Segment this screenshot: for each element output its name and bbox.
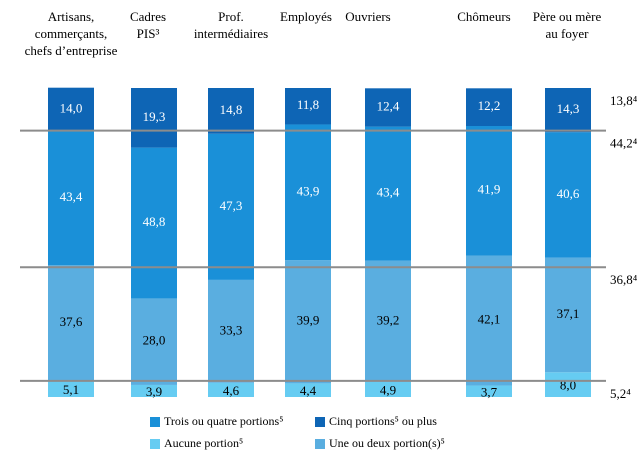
bar-segment bbox=[466, 385, 512, 397]
bar-segment bbox=[208, 279, 254, 383]
legend-label: Cinq portions⁵ ou plus bbox=[329, 414, 437, 428]
legend-swatch bbox=[150, 417, 160, 427]
x-tick-label: Chômeurs bbox=[457, 9, 510, 24]
reference-label: 44,2⁴ bbox=[610, 136, 638, 151]
x-tick-label: PIS³ bbox=[137, 26, 160, 41]
data-label: 43,9 bbox=[297, 183, 320, 198]
x-tick-label: chefs d’entreprise bbox=[25, 43, 118, 58]
legend-label: Aucune portion⁵ bbox=[164, 436, 243, 450]
x-tick-label: Prof. bbox=[218, 9, 244, 24]
legend-swatch bbox=[315, 439, 325, 449]
legend-label: Trois ou quatre portions⁵ bbox=[164, 414, 283, 428]
bar-segment bbox=[466, 88, 512, 127]
data-label: 4,6 bbox=[223, 383, 240, 398]
legend-swatch bbox=[315, 417, 325, 427]
x-tick-label: Employés bbox=[280, 9, 332, 24]
data-label: 43,4 bbox=[377, 185, 400, 200]
legend-swatch bbox=[150, 439, 160, 449]
data-label: 3,7 bbox=[481, 384, 498, 399]
data-label: 14,3 bbox=[557, 101, 580, 116]
bar-segment bbox=[48, 130, 94, 266]
bar-segment bbox=[131, 88, 177, 148]
bar-segment bbox=[285, 383, 331, 397]
data-label: 41,9 bbox=[478, 182, 501, 197]
data-label: 4,4 bbox=[300, 383, 317, 398]
x-tick-label: au foyer bbox=[546, 26, 590, 41]
x-tick-label: Cadres bbox=[130, 9, 166, 24]
bar-segment bbox=[208, 88, 254, 134]
data-label: 42,1 bbox=[478, 312, 501, 327]
data-label: 37,6 bbox=[60, 314, 83, 329]
bar-segment bbox=[365, 260, 411, 382]
bar-segment bbox=[48, 381, 94, 397]
bar-segment bbox=[466, 126, 512, 256]
data-label: 40,6 bbox=[557, 186, 580, 201]
bar-segment bbox=[545, 132, 591, 258]
bar-segment bbox=[131, 147, 177, 299]
data-label: 12,4 bbox=[377, 98, 400, 113]
bar-segment bbox=[208, 382, 254, 397]
bar-segment bbox=[131, 298, 177, 385]
data-label: 47,3 bbox=[220, 198, 243, 213]
data-label: 39,2 bbox=[377, 312, 400, 327]
reference-label: 13,8⁴ bbox=[610, 93, 638, 108]
data-label: 19,3 bbox=[143, 109, 166, 124]
bar-segment bbox=[48, 87, 94, 131]
data-label: 12,2 bbox=[478, 98, 501, 113]
data-label: 48,8 bbox=[143, 214, 166, 229]
reference-label: 36,8⁴ bbox=[610, 272, 638, 287]
data-label: 14,0 bbox=[60, 100, 83, 115]
data-label: 4,9 bbox=[380, 382, 396, 397]
data-label: 14,8 bbox=[220, 102, 243, 117]
data-label: 28,0 bbox=[143, 333, 166, 348]
bar-segment bbox=[545, 88, 591, 133]
bar-segment bbox=[48, 265, 94, 382]
data-label: 11,8 bbox=[297, 97, 319, 112]
x-tick-label: Père ou mère bbox=[533, 9, 602, 24]
data-label: 39,9 bbox=[297, 313, 320, 328]
data-label: 8,0 bbox=[560, 378, 576, 393]
bar-segment bbox=[208, 133, 254, 280]
x-tick-label: Ouvriers bbox=[345, 9, 391, 24]
bar-segment bbox=[365, 126, 411, 261]
bar-segment bbox=[365, 381, 411, 397]
x-tick-label: commerçants, bbox=[35, 26, 108, 41]
data-label: 37,1 bbox=[557, 306, 580, 321]
bar-segment bbox=[466, 255, 512, 386]
bar-segment bbox=[545, 257, 591, 373]
bar-segment bbox=[365, 88, 411, 127]
bar-segment bbox=[285, 88, 331, 125]
data-label: 5,1 bbox=[63, 382, 79, 397]
x-tick-label: intermédiaires bbox=[194, 26, 268, 41]
x-tick-label: Artisans, bbox=[48, 9, 95, 24]
bar-segment bbox=[285, 260, 331, 384]
data-label: 43,4 bbox=[60, 189, 83, 204]
legend-label: Une ou deux portion(s)⁵ bbox=[329, 436, 445, 450]
data-label: 3,9 bbox=[146, 384, 162, 399]
bar-segment bbox=[285, 124, 331, 261]
data-label: 33,3 bbox=[220, 322, 243, 337]
reference-label: 5,2⁴ bbox=[610, 386, 631, 401]
bar-segment bbox=[131, 384, 177, 397]
bar-segment bbox=[545, 372, 591, 397]
